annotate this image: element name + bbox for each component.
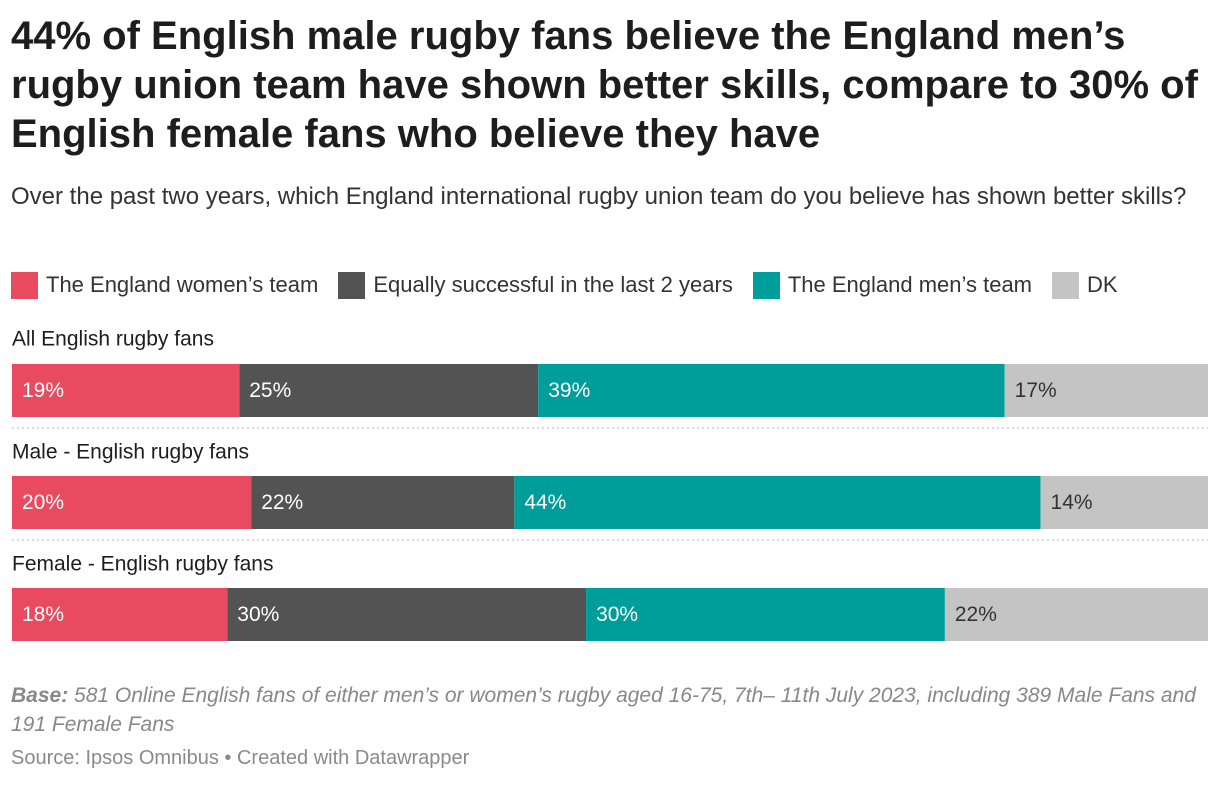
row-label-all-english-rugby-fans: All English rugby fans — [12, 328, 214, 351]
data-label-the-england-men-s-team: 39% — [548, 379, 590, 402]
row-label-male-english-rugby-fans: Male - English rugby fans — [12, 441, 249, 464]
data-label-the-england-men-s-team: 30% — [596, 603, 638, 626]
legend-item-dk: DK — [1052, 271, 1118, 299]
data-label-dk: 17% — [1015, 379, 1057, 402]
data-label-equally-successful-in-the-last-2-years: 30% — [237, 603, 279, 626]
bar-segment-the-england-women-s-team — [12, 364, 240, 417]
chart-subtitle: Over the past two years, which England i… — [11, 183, 1187, 210]
legend-item-womens-team: The England women’s team — [11, 271, 319, 299]
bar-segment-equally-successful-in-the-last-2-years — [239, 364, 539, 417]
bar-segment-the-england-women-s-team — [12, 476, 252, 529]
legend-swatch — [752, 271, 780, 299]
bar-segment-the-england-men-s-team — [586, 588, 945, 641]
bar-segment-dk — [1040, 476, 1208, 529]
data-label-the-england-men-s-team: 44% — [524, 491, 566, 514]
legend-item-equally-successful: Equally successful in the last 2 years — [338, 271, 733, 299]
chart-title: 44% of English male rugby fans believe t… — [11, 14, 1198, 156]
legend-label: The England men’s team — [787, 272, 1033, 297]
legend-label: The England women’s team — [46, 272, 319, 297]
row-label-female-english-rugby-fans: Female - English rugby fans — [12, 553, 273, 576]
bar-segment-dk — [944, 588, 1208, 641]
legend-swatch — [1052, 271, 1080, 299]
data-label-the-england-women-s-team: 19% — [22, 379, 64, 402]
bar-segment-the-england-men-s-team — [514, 476, 1041, 529]
legend: The England women’s team Equally success… — [11, 270, 1138, 300]
bar-segment-dk — [1004, 364, 1208, 417]
legend-swatch — [338, 271, 366, 299]
data-label-the-england-women-s-team: 20% — [22, 491, 64, 514]
data-label-equally-successful-in-the-last-2-years: 25% — [249, 379, 291, 402]
data-label-dk: 22% — [955, 603, 997, 626]
data-label-the-england-women-s-team: 18% — [22, 603, 64, 626]
bar-segment-the-england-men-s-team — [538, 364, 1005, 417]
legend-label: DK — [1087, 272, 1118, 297]
notes-text: 581 Online English fans of either men’s … — [11, 684, 1196, 736]
stacked-bar-chart: All English rugby fans 19% 25% 39% 17% Male -… — [12, 328, 1208, 641]
bar-segment-the-england-women-s-team — [12, 588, 228, 641]
legend-swatch — [11, 271, 38, 299]
data-label-equally-successful-in-the-last-2-years: 22% — [261, 491, 303, 514]
bar-segment-equally-successful-in-the-last-2-years — [251, 476, 515, 529]
notes-label: Base: — [11, 684, 69, 707]
legend-label: Equally successful in the last 2 years — [373, 272, 733, 297]
legend-item-mens-team: The England men’s team — [752, 271, 1033, 299]
chart-notes: Base: 581 Online English fans of either … — [11, 681, 1211, 739]
data-label-dk: 14% — [1051, 491, 1093, 514]
bar-segment-equally-successful-in-the-last-2-years — [227, 588, 587, 641]
chart-source: Source: Ipsos Omnibus • Created with Dat… — [11, 747, 470, 769]
